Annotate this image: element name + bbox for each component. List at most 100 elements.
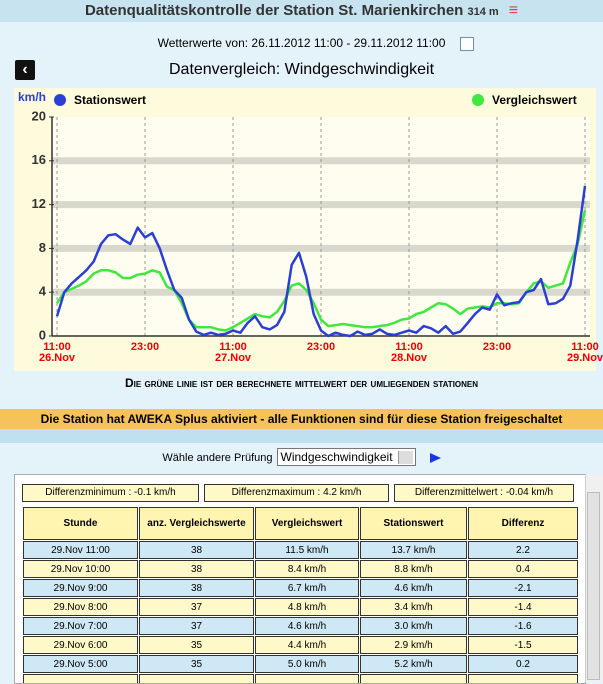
cell: 0.2 bbox=[468, 655, 578, 673]
table-row: 29.Nov 6:00 35 4.4 km/h 2.9 km/h -1.5 bbox=[23, 636, 578, 654]
cell: 8.8 km/h bbox=[360, 560, 467, 578]
cell: 5.2 km/h bbox=[360, 655, 467, 673]
y-tick-label: 20 bbox=[32, 108, 46, 123]
column-header: Differenz bbox=[468, 507, 578, 540]
header: Datenqualitätskontrolle der Station St. … bbox=[0, 0, 603, 22]
y-tick-label: 12 bbox=[32, 196, 46, 211]
cell: 29.Nov 8:00 bbox=[23, 598, 138, 616]
cell: 4.6 km/h bbox=[255, 617, 359, 635]
banner: Die Station hat AWEKA Splus aktiviert - … bbox=[0, 409, 603, 429]
cell: 11.5 km/h bbox=[255, 541, 359, 559]
x-tick-date: 29.Nov bbox=[567, 352, 603, 364]
cell: 2.2 bbox=[468, 541, 578, 559]
legend-label: Vergleichswert bbox=[492, 93, 577, 107]
header-row: Stunde anz. Vergleichswerte Vergleichswert… bbox=[23, 507, 578, 540]
legend-label: Stationswert bbox=[74, 93, 146, 107]
back-button[interactable]: ‹ bbox=[15, 60, 35, 80]
cell: 6.7 km/h bbox=[255, 579, 359, 597]
x-tick-label: 11:00 bbox=[571, 341, 599, 353]
cell: 5.0 km/h bbox=[255, 655, 359, 673]
cell: 29.Nov 9:00 bbox=[23, 579, 138, 597]
cell: 37 bbox=[139, 598, 254, 616]
cell: 29.Nov 6:00 bbox=[23, 636, 138, 654]
cell: 29.Nov 7:00 bbox=[23, 617, 138, 635]
table-row bbox=[23, 674, 578, 683]
title: Datenqualitätskontrolle der Station St. … bbox=[84, 2, 464, 19]
x-tick-date: 28.Nov bbox=[391, 352, 428, 364]
cell bbox=[23, 674, 138, 683]
cell: 35 bbox=[139, 655, 254, 673]
x-tick-label: 11:00 bbox=[219, 341, 247, 353]
cell: 2.9 km/h bbox=[360, 636, 467, 654]
column-header: anz. Vergleichswerte bbox=[139, 507, 254, 540]
selector-label: Wähle andere Prüfung bbox=[162, 452, 273, 464]
cell: 38 bbox=[139, 541, 254, 559]
table-row: 29.Nov 5:00 35 5.0 km/h 5.2 km/h 0.2 bbox=[23, 655, 578, 673]
scroll-thumb[interactable] bbox=[587, 492, 600, 680]
strip bbox=[0, 429, 603, 443]
y-tick-label: 0 bbox=[39, 327, 46, 342]
cell: -1.5 bbox=[468, 636, 578, 654]
x-tick-label: 23:00 bbox=[131, 341, 159, 353]
cell: 4.6 km/h bbox=[360, 579, 467, 597]
menu-icon[interactable]: ≡ bbox=[508, 2, 519, 19]
column-header: Stationswert bbox=[360, 507, 467, 540]
cell: 37 bbox=[139, 617, 254, 635]
cell bbox=[255, 674, 359, 683]
cell: 4.4 km/h bbox=[255, 636, 359, 654]
cell: 38 bbox=[139, 560, 254, 578]
elevation: 314 m bbox=[467, 6, 499, 18]
x-tick-label: 11:00 bbox=[395, 341, 423, 353]
column-header: Vergleichswert bbox=[255, 507, 359, 540]
cell bbox=[139, 674, 254, 683]
line-series bbox=[55, 185, 587, 338]
cell: 3.0 km/h bbox=[360, 617, 467, 635]
summary-box: Differenzmittelwert : -0.04 km/h bbox=[394, 484, 574, 502]
table-row: 29.Nov 7:00 37 4.6 km/h 3.0 km/h -1.6 bbox=[23, 617, 578, 635]
cell: -1.6 bbox=[468, 617, 578, 635]
cell: -1.4 bbox=[468, 598, 578, 616]
period: Wetterwerte von: 26.11.2012 11:00 - 29.1… bbox=[157, 36, 446, 50]
table-row: 29.Nov 8:00 37 4.8 km/h 3.4 km/h -1.4 bbox=[23, 598, 578, 616]
cell: 4.8 km/h bbox=[255, 598, 359, 616]
cell bbox=[468, 674, 578, 683]
summary-box: Differenzminimum : -0.1 km/h bbox=[22, 484, 199, 502]
legend-dot bbox=[472, 94, 484, 106]
table-box: Differenzminimum : -0.1 km/h Differenzmax… bbox=[14, 474, 586, 684]
line-series bbox=[55, 209, 587, 332]
y-unit: km/h bbox=[18, 90, 46, 104]
data-table: Stunde anz. Vergleichswerte Vergleichswert… bbox=[22, 506, 579, 683]
cell: 29.Nov 10:00 bbox=[23, 560, 138, 578]
table-row: 29.Nov 9:00 38 6.7 km/h 4.6 km/h -2.1 bbox=[23, 579, 578, 597]
y-tick-label: 16 bbox=[32, 152, 46, 167]
cell: 13.7 km/h bbox=[360, 541, 467, 559]
cell: 29.Nov 5:00 bbox=[23, 655, 138, 673]
x-tick-date: 27.Nov bbox=[215, 352, 252, 364]
cell: 0.4 bbox=[468, 560, 578, 578]
table-row: 29.Nov 11:00 38 11.5 km/h 13.7 km/h 2.2 bbox=[23, 541, 578, 559]
legend-dot bbox=[54, 94, 66, 106]
cell: 8.4 km/h bbox=[255, 560, 359, 578]
summary-box: Differenzmaximum : 4.2 km/h bbox=[204, 484, 389, 502]
x-tick-date: 26.Nov bbox=[39, 352, 76, 364]
cell: -2.1 bbox=[468, 579, 578, 597]
column-header: Stunde bbox=[23, 507, 138, 540]
calendar-icon[interactable] bbox=[460, 37, 474, 51]
y-tick-label: 8 bbox=[39, 240, 46, 255]
cell: 29.Nov 11:00 bbox=[23, 541, 138, 559]
select[interactable]: Windgeschwindigkeit bbox=[276, 448, 416, 466]
cell: 38 bbox=[139, 579, 254, 597]
note: Die grüne Linie ist der berechnete Mitte… bbox=[124, 376, 479, 390]
go-button[interactable] bbox=[429, 453, 441, 464]
subtitle: Datenvergleich: Windgeschwindigkeit bbox=[168, 61, 435, 78]
x-tick-label: 23:00 bbox=[483, 341, 511, 353]
x-tick-label: 23:00 bbox=[307, 341, 335, 353]
chart: km/h Stationswert Vergleichswert 0 4 8 12 16 20 1… bbox=[14, 88, 603, 371]
cell: 3.4 km/h bbox=[360, 598, 467, 616]
cell bbox=[360, 674, 467, 683]
selector-row: Wähle andere Prüfung Windgeschwindigkeit bbox=[0, 448, 603, 466]
y-tick-label: 4 bbox=[39, 284, 47, 299]
x-tick-label: 11:00 bbox=[43, 341, 71, 353]
cell: 35 bbox=[139, 636, 254, 654]
